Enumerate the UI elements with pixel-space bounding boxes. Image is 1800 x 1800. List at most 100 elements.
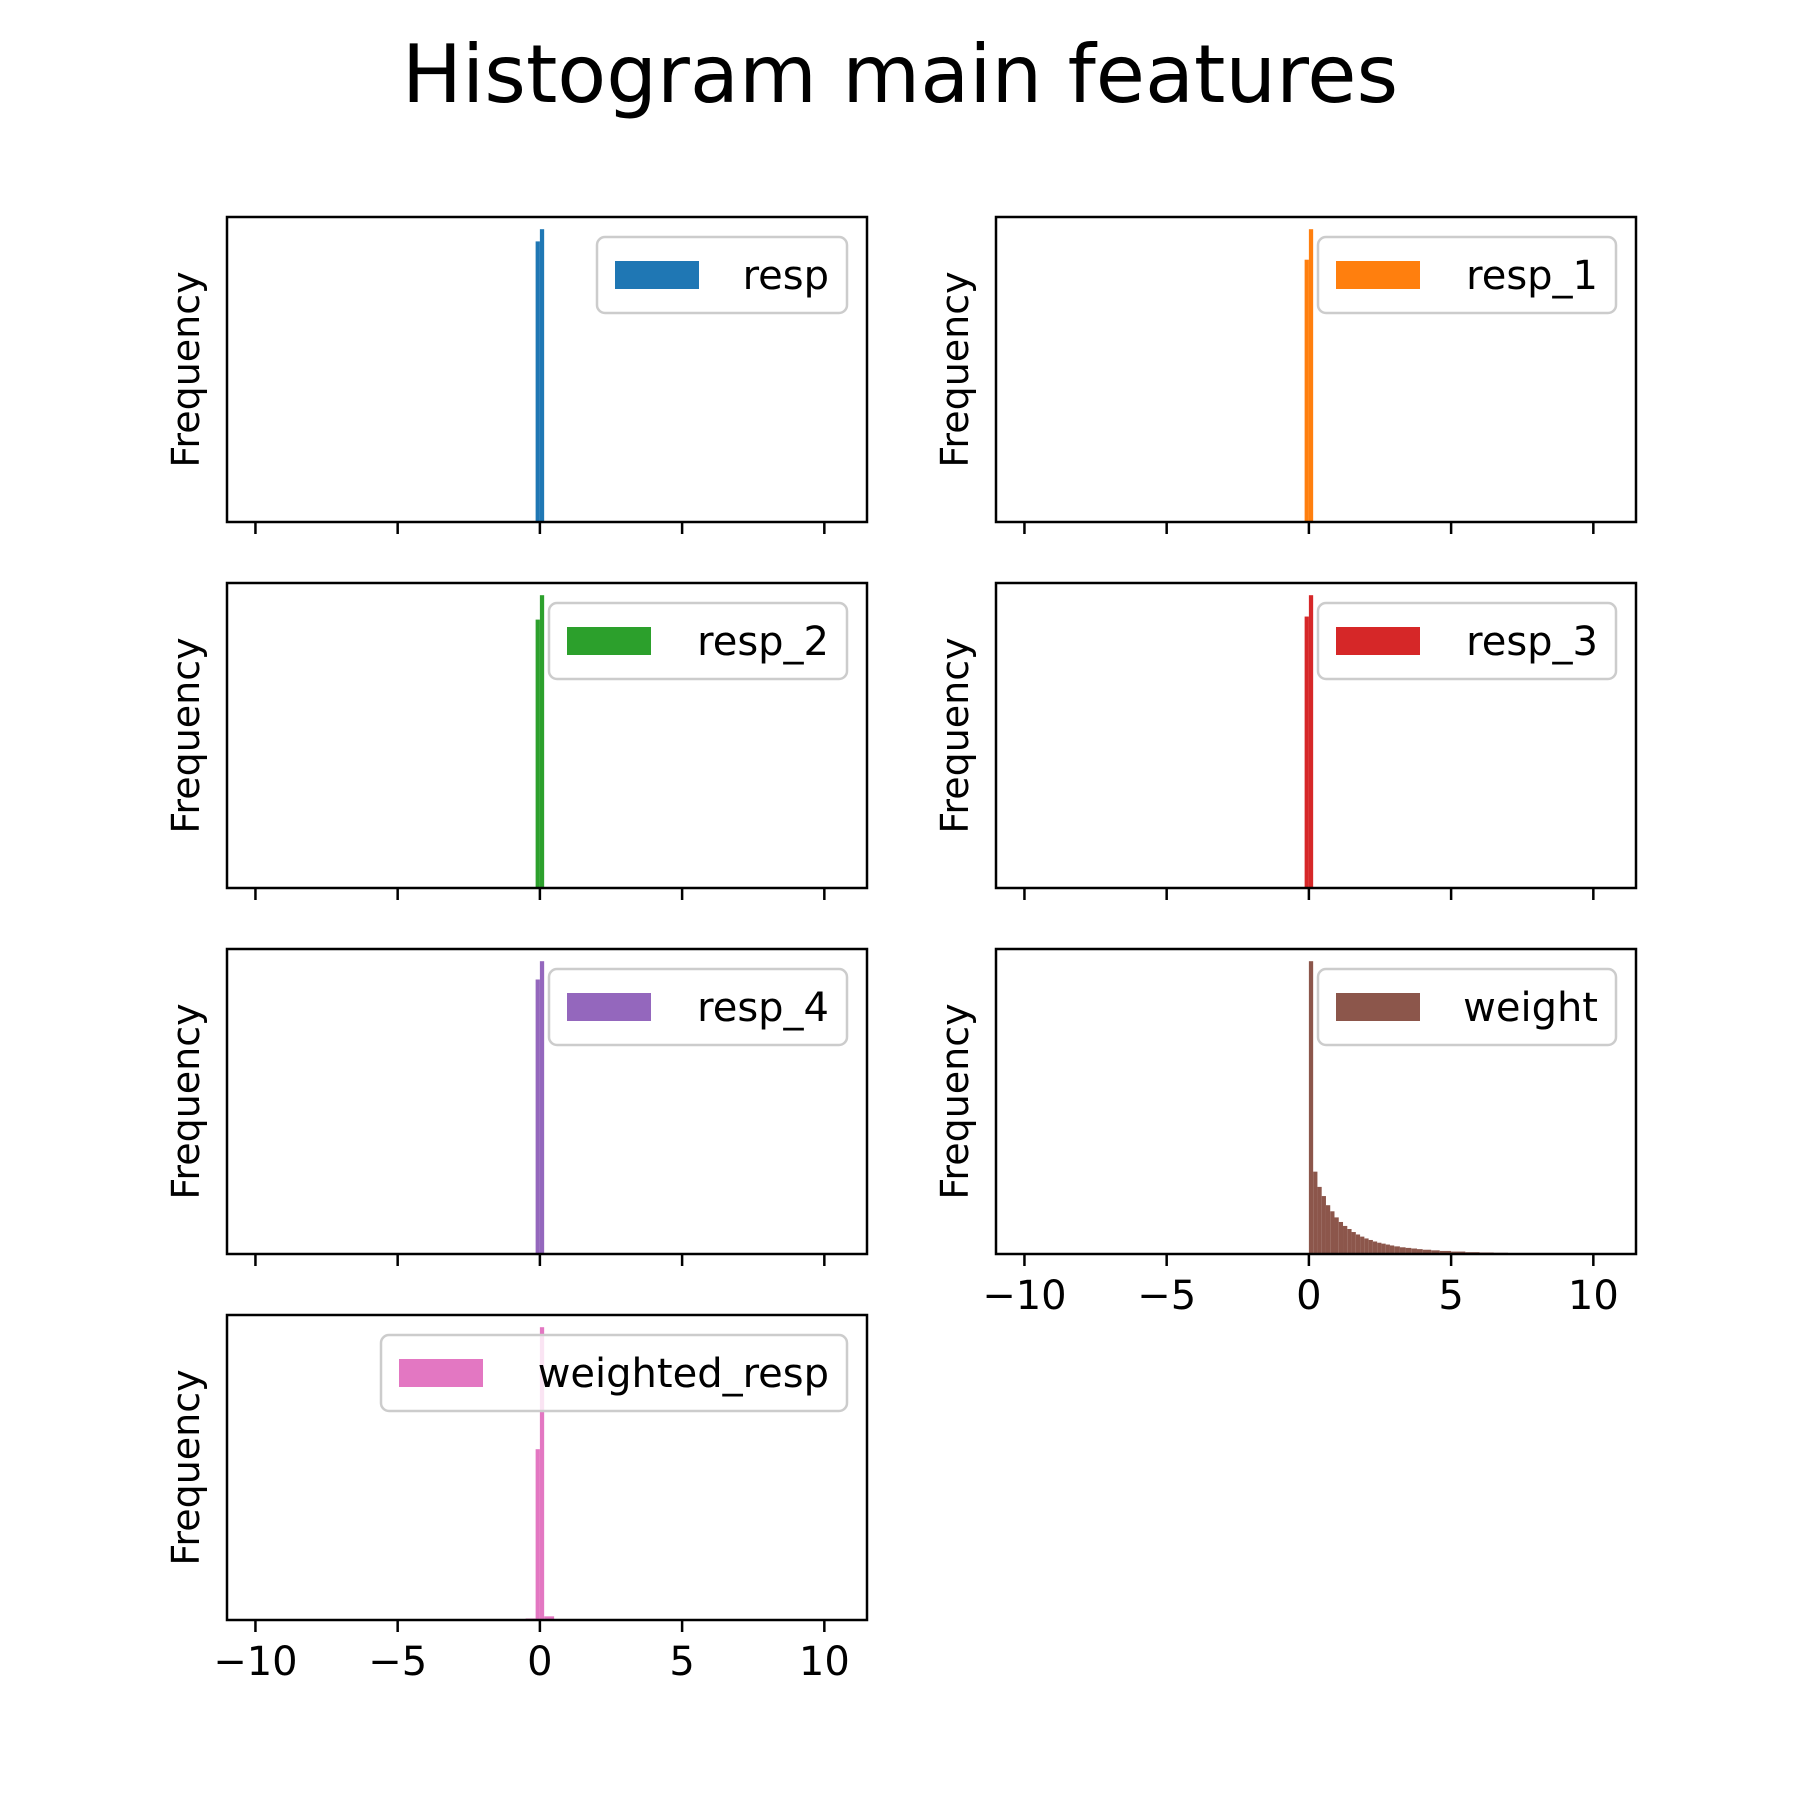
bar-weight-3 [1321, 1196, 1326, 1254]
subplot-resp_2: Frequency resp_2 [164, 581, 869, 900]
bar-weight-24 [1416, 1249, 1423, 1254]
xtick-label-weight-1: −5 [1137, 1273, 1196, 1319]
axes-frame-resp_4 [225, 947, 869, 1256]
legend-swatch-resp [615, 261, 699, 289]
legend-resp_4: resp_4 [547, 967, 849, 1047]
bar-resp_4-0 [535, 979, 540, 1254]
legend-box-resp_4 [547, 967, 849, 1047]
bar-weight-12 [1360, 1236, 1365, 1254]
legend-label-resp_3: resp_3 [1466, 619, 1598, 665]
legend-box-resp [595, 235, 849, 315]
legend-resp_1: resp_1 [1316, 235, 1618, 315]
xtick-label-weighted_resp-0: −10 [213, 1639, 297, 1685]
legend-swatch-resp_1 [1336, 261, 1420, 289]
subplot-weighted_resp: −10 −5 0 5 10 Frequency weighted_resp [164, 1313, 869, 1685]
bar-weight-11 [1355, 1234, 1361, 1254]
legend-weight: weight [1316, 967, 1618, 1047]
bar-resp_1-1 [1308, 229, 1314, 522]
bar-weight-2 [1317, 1186, 1322, 1254]
bar-weighted_resp-2 [539, 1327, 545, 1620]
xtick-label-weighted_resp-3: 5 [669, 1639, 694, 1685]
xtick-label-weighted_resp-1: −5 [368, 1639, 427, 1685]
legend-label-resp: resp [743, 253, 829, 299]
xtick-label-weight-2: 0 [1296, 1273, 1321, 1319]
subplot-resp_1: Frequency resp_1 [933, 215, 1638, 534]
legend-swatch-resp_2 [567, 627, 651, 655]
subplot-resp_3: Frequency resp_3 [933, 581, 1638, 900]
bar-weight-14 [1368, 1239, 1373, 1254]
legend-resp: resp [595, 235, 849, 315]
bar-weight-27 [1439, 1250, 1452, 1254]
bar-resp-0 [535, 241, 540, 522]
legend-label-weight: weight [1463, 985, 1598, 1031]
axes-frame-resp_3 [994, 581, 1638, 890]
legend-swatch-weighted_resp [399, 1359, 483, 1387]
legend-box-resp_2 [547, 601, 849, 681]
ylabel-resp: Frequency [164, 271, 208, 467]
legend-box-resp_3 [1316, 601, 1618, 681]
bar-weight-8 [1343, 1225, 1348, 1254]
legend-resp_2: resp_2 [547, 601, 849, 681]
axes-frame-weighted_resp [225, 1313, 869, 1622]
legend-swatch-resp_3 [1336, 627, 1420, 655]
legend-weighted_resp: weighted_resp [379, 1333, 849, 1413]
bar-resp_2-1 [539, 595, 545, 888]
bar-weight-1 [1313, 1171, 1318, 1254]
legend-box-weight [1316, 967, 1618, 1047]
bar-weight-6 [1334, 1217, 1339, 1254]
legend-label-resp_1: resp_1 [1466, 253, 1598, 299]
legend-resp_3: resp_3 [1316, 601, 1618, 681]
legend-swatch-weight [1336, 993, 1420, 1021]
figure-title: Histogram main features [401, 28, 1399, 121]
bar-weight-4 [1325, 1205, 1331, 1254]
bar-resp_2-0 [535, 619, 540, 888]
legend-label-resp_2: resp_2 [697, 619, 829, 665]
legend-swatch-resp_4 [567, 993, 651, 1021]
ylabel-resp_1: Frequency [933, 271, 977, 467]
bar-resp_3-1 [1308, 595, 1314, 888]
ylabel-resp_3: Frequency [933, 637, 977, 833]
axes-frame-resp_2 [225, 581, 869, 890]
axes-frame-resp [225, 215, 869, 524]
ylabel-resp_2: Frequency [164, 637, 208, 833]
bar-weight-9 [1347, 1228, 1352, 1254]
bar-weight-17 [1381, 1243, 1386, 1254]
legend-label-resp_4: resp_4 [697, 985, 829, 1031]
subplot-weight: −10 −5 0 5 10 Frequency weight [933, 947, 1638, 1319]
xtick-label-weighted_resp-4: 10 [799, 1639, 850, 1685]
legend-box-weighted_resp [379, 1333, 849, 1413]
xtick-label-weight-3: 5 [1438, 1273, 1463, 1319]
subplot-resp_4: Frequency resp_4 [164, 947, 869, 1266]
bar-weight-23 [1411, 1248, 1417, 1254]
bar-weight-0 [1308, 961, 1314, 1254]
ylabel-weight: Frequency [933, 1003, 977, 1199]
bar-weight-22 [1405, 1247, 1412, 1254]
bar-weight-26 [1431, 1250, 1440, 1254]
xtick-label-weighted_resp-2: 0 [527, 1639, 552, 1685]
bar-weighted_resp-1 [535, 1449, 540, 1620]
legend-label-weighted_resp: weighted_resp [538, 1351, 829, 1397]
xtick-label-weight-0: −10 [982, 1273, 1066, 1319]
axes-frame-resp_1 [994, 215, 1638, 524]
bar-weight-18 [1385, 1244, 1390, 1254]
bar-resp_4-1 [539, 961, 545, 1254]
xtick-label-weight-4: 10 [1568, 1273, 1619, 1319]
bar-weight-16 [1377, 1242, 1382, 1254]
bar-weight-25 [1422, 1249, 1432, 1254]
ylabel-resp_4: Frequency [164, 1003, 208, 1199]
ylabel-weighted_resp: Frequency [164, 1369, 208, 1565]
bar-resp_3-0 [1304, 616, 1309, 888]
bar-weight-15 [1372, 1241, 1378, 1254]
bar-weighted_resp-3 [544, 1616, 555, 1620]
bar-weight-13 [1364, 1238, 1369, 1254]
bar-weight-5 [1330, 1211, 1335, 1254]
bar-weight-19 [1389, 1245, 1395, 1254]
bar-weight-7 [1338, 1221, 1344, 1254]
bar-weight-21 [1399, 1247, 1406, 1254]
subplot-resp: Frequency resp [164, 215, 869, 534]
bar-weight-10 [1351, 1232, 1356, 1254]
bar-resp-1 [539, 229, 545, 522]
legend-box-resp_1 [1316, 235, 1618, 315]
bar-resp_1-0 [1304, 259, 1309, 522]
